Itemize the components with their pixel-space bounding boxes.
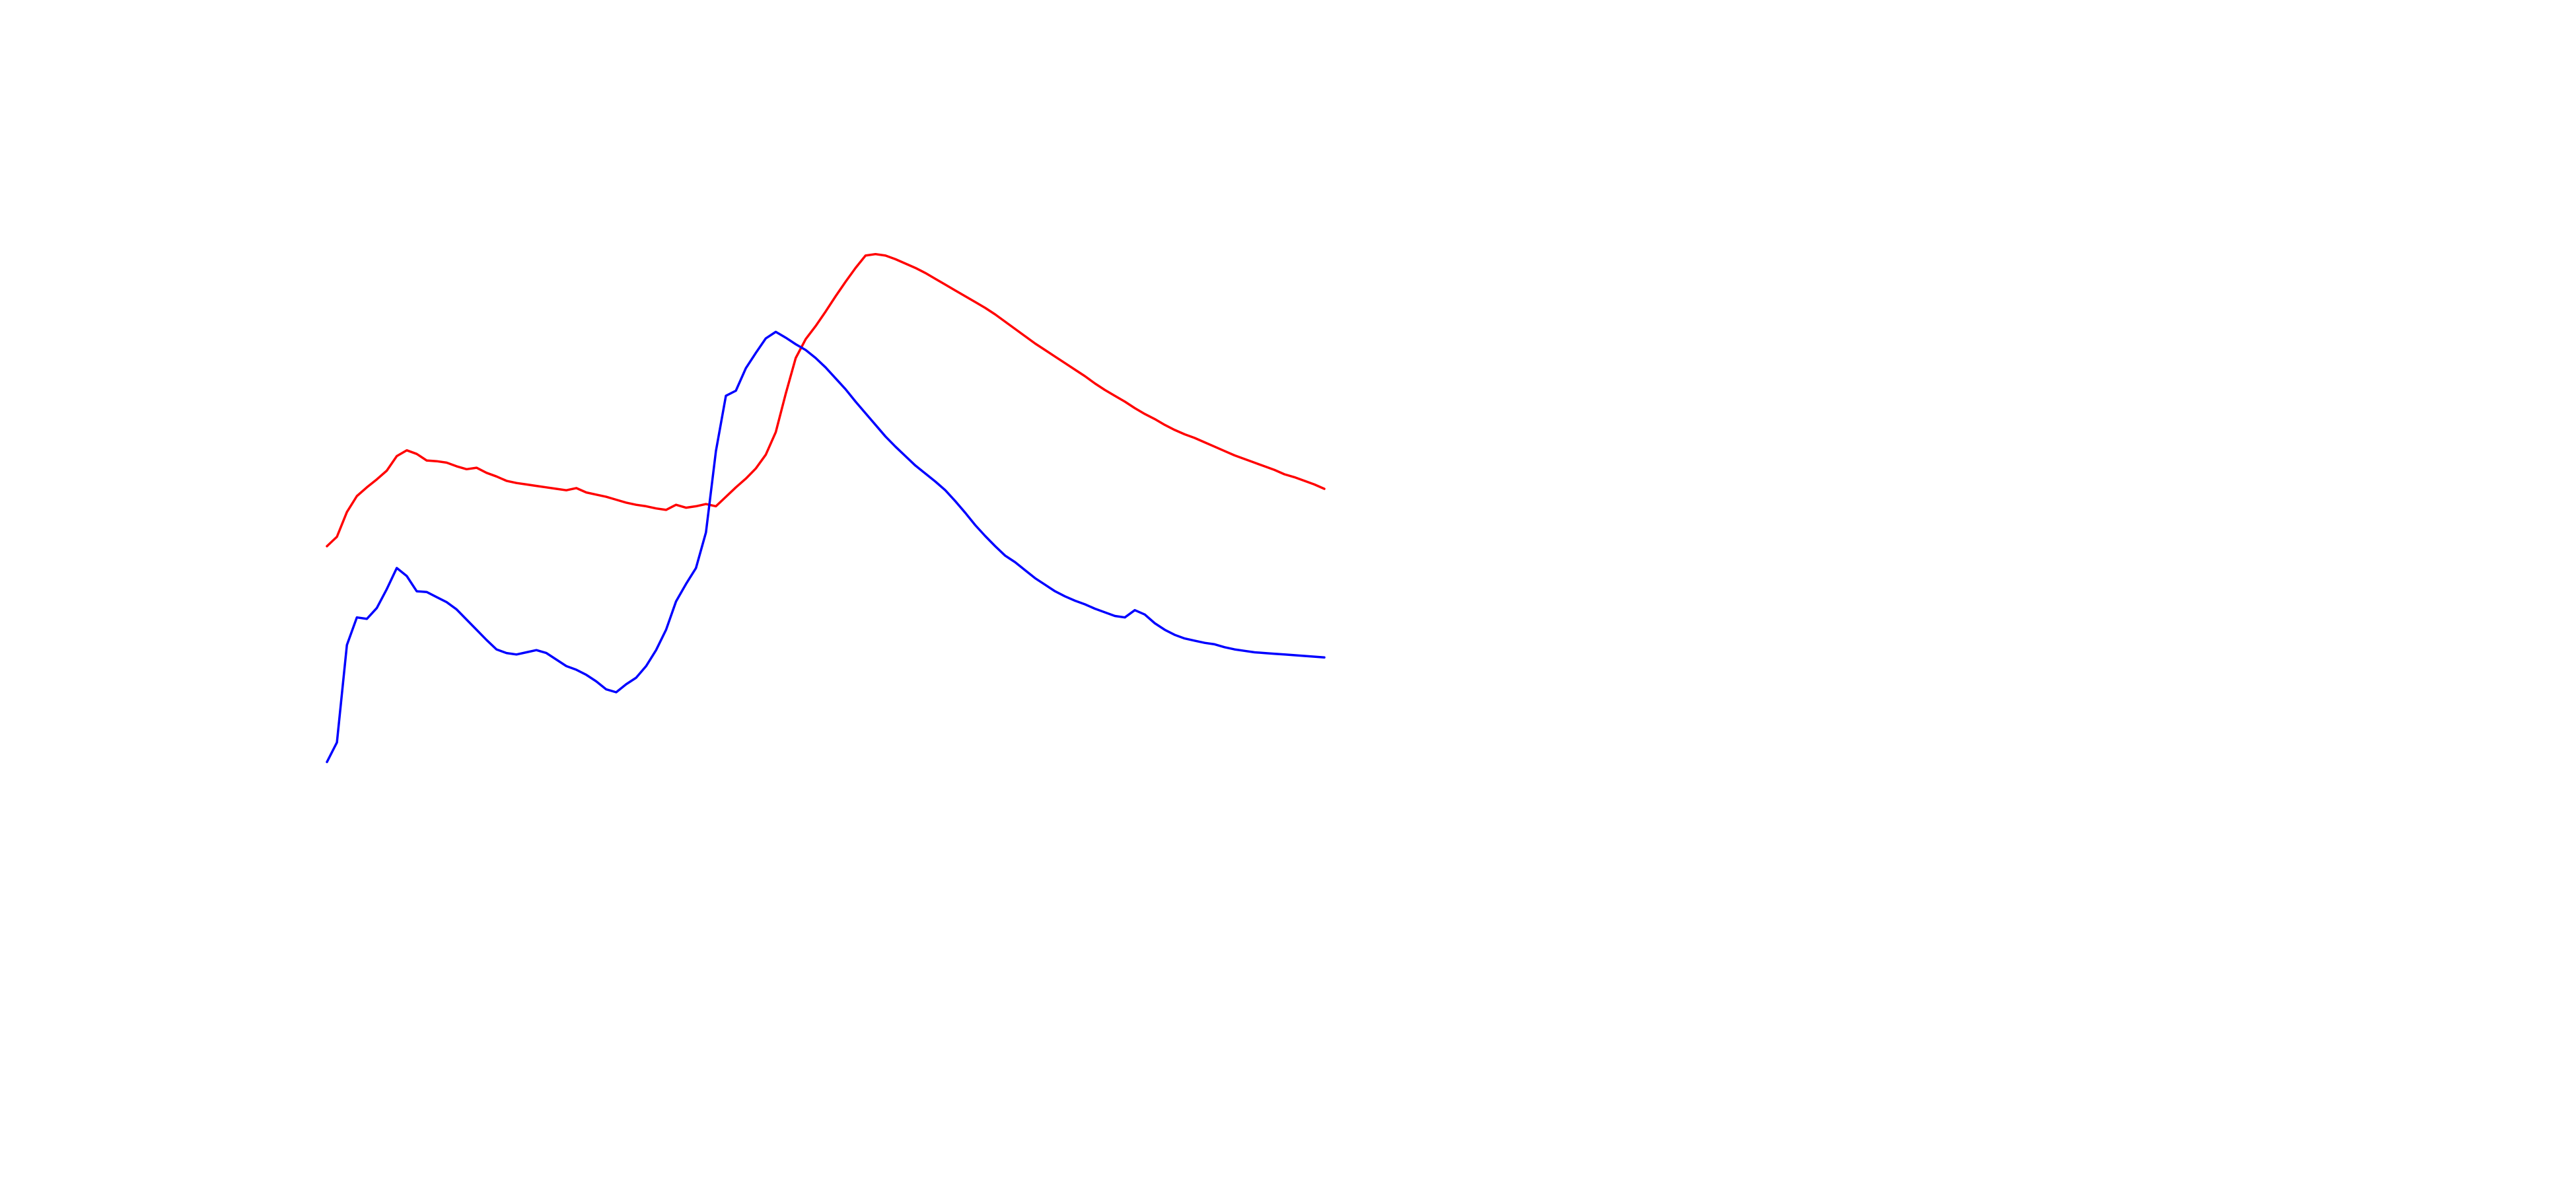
plot-area bbox=[326, 252, 1326, 764]
series-line-1 bbox=[326, 330, 1326, 764]
series-line-0 bbox=[326, 252, 1326, 548]
